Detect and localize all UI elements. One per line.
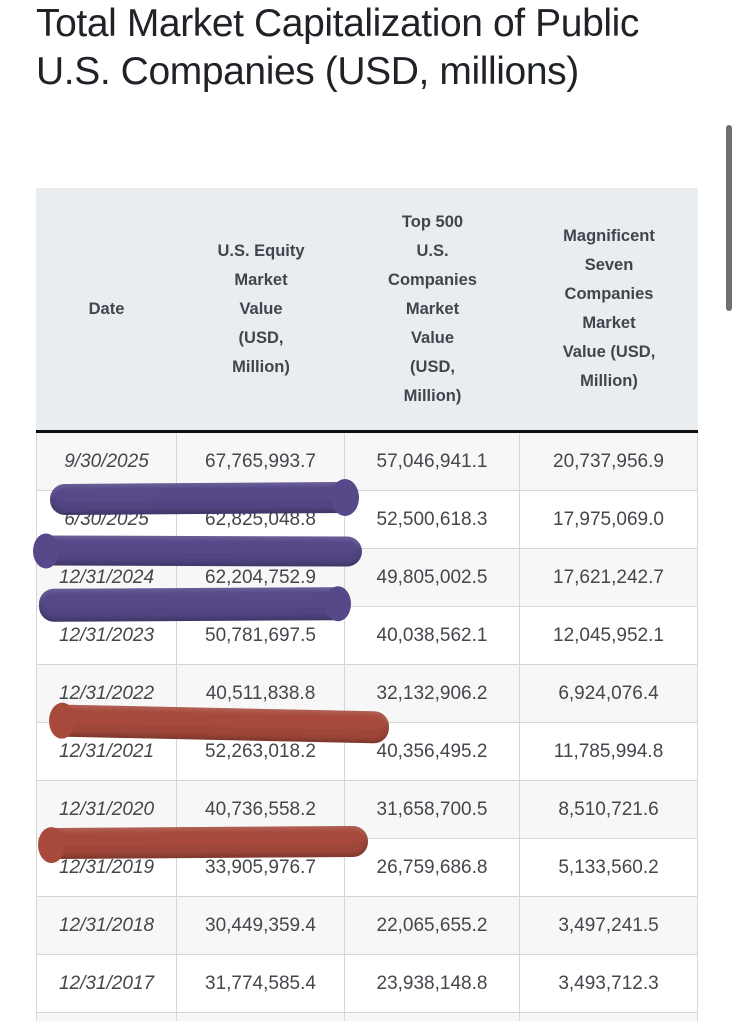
column-header-top500: Top 500 U.S. Companies Market Value (USD… <box>388 212 477 405</box>
page-title: Total Market Capitalization of Public U.… <box>36 2 639 93</box>
date-cell: 12/31/2017 <box>36 955 177 1012</box>
date-cell: 12/31/2018 <box>36 897 177 954</box>
date-cell: 12/31/2020 <box>36 781 177 838</box>
red-marker-stroke-2 <box>40 825 369 860</box>
table-row: 9/30/2025 67,765,993.7 57,046,941.1 20,737,… <box>36 433 698 491</box>
table-row: 12/31/2018 30,449,359.4 22,065,655.2 3,497,… <box>36 897 698 955</box>
value-cell: 33,905,976.7 <box>177 839 345 896</box>
value-cell: 31,658,700.5 <box>345 781 520 838</box>
scrollbar-thumb[interactable] <box>726 125 732 311</box>
value-cell: 3,497,241.5 <box>520 897 698 954</box>
value-cell: 17,621,242.7 <box>520 549 698 606</box>
date-cell: 12/31/2019 <box>36 839 177 896</box>
table-header: Date U.S. Equity Market Value (USD, Mill… <box>36 188 698 433</box>
value-cell: 50,781,697.5 <box>177 607 345 664</box>
date-cell: 12/31/2023 <box>36 607 177 664</box>
value-cell: 22,065,655.2 <box>345 897 520 954</box>
value-cell <box>520 1013 698 1021</box>
date-cell <box>36 1013 177 1021</box>
value-cell: 40,511,838.8 <box>177 665 345 722</box>
value-cell: 20,737,956.9 <box>520 433 698 490</box>
value-cell <box>345 1013 520 1021</box>
column-header-us-equity: U.S. Equity Market Value (USD, Million) <box>217 241 305 376</box>
column-header-date: Date <box>88 299 125 318</box>
value-cell <box>177 1013 345 1021</box>
value-cell: 49,805,002.5 <box>345 549 520 606</box>
purple-marker-stroke-2 <box>34 535 363 567</box>
value-cell: 26,759,686.8 <box>345 839 520 896</box>
column-header-magnificent-seven: Magnificent Seven Companies Market Value… <box>562 227 656 390</box>
table-row-partial <box>36 1013 698 1021</box>
value-cell: 3,493,712.3 <box>520 955 698 1012</box>
date-cell: 12/31/2022 <box>36 665 177 722</box>
value-cell: 31,774,585.4 <box>177 955 345 1012</box>
purple-marker-stroke-3 <box>38 587 349 622</box>
value-cell: 40,038,562.1 <box>345 607 520 664</box>
table-row: 12/31/2019 33,905,976.7 26,759,686.8 5,133,… <box>36 839 698 897</box>
value-cell: 32,132,906.2 <box>345 665 520 722</box>
date-cell: 9/30/2025 <box>36 433 177 490</box>
value-cell: 40,736,558.2 <box>177 781 345 838</box>
value-cell: 23,938,148.8 <box>345 955 520 1012</box>
table-row: 12/31/2017 31,774,585.4 23,938,148.8 3,493,… <box>36 955 698 1013</box>
value-cell: 40,356,495.2 <box>345 723 520 780</box>
value-cell: 67,765,993.7 <box>177 433 345 490</box>
value-cell: 6,924,076.4 <box>520 665 698 722</box>
purple-marker-stroke-1 <box>49 481 356 516</box>
value-cell: 30,449,359.4 <box>177 897 345 954</box>
value-cell: 62,204,752.9 <box>177 549 345 606</box>
date-cell: 12/31/2021 <box>36 723 177 780</box>
value-cell: 17,975,069.0 <box>520 491 698 548</box>
value-cell: 52,263,018.2 <box>177 723 345 780</box>
value-cell: 8,510,721.6 <box>520 781 698 838</box>
date-cell: 12/31/2024 <box>36 549 177 606</box>
value-cell: 52,500,618.3 <box>345 491 520 548</box>
value-cell: 5,133,560.2 <box>520 839 698 896</box>
value-cell: 11,785,994.8 <box>520 723 698 780</box>
value-cell: 57,046,941.1 <box>345 433 520 490</box>
value-cell: 12,045,952.1 <box>520 607 698 664</box>
